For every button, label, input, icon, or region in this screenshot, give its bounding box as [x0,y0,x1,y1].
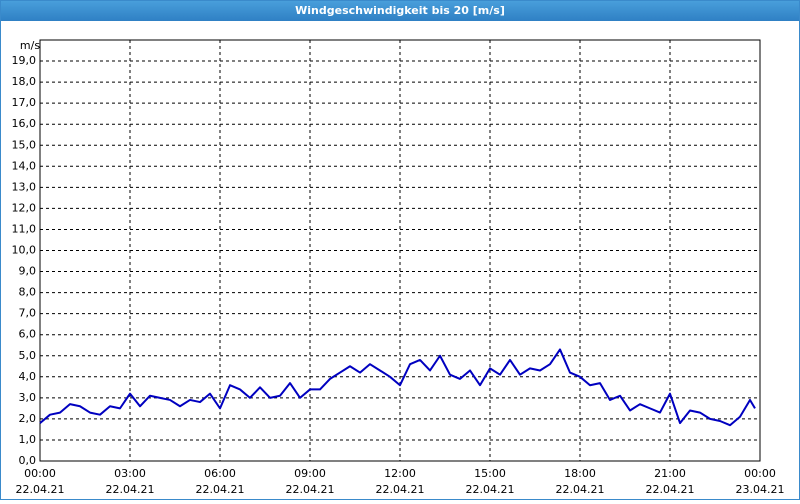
y-tick-label: 6,0 [19,328,37,341]
y-tick-label: 19,0 [12,54,37,67]
x-tick-date: 22.04.21 [466,483,515,496]
x-tick-label: 00:00 [24,467,56,480]
x-tick-label: 12:00 [384,467,416,480]
y-tick-label: 14,0 [12,159,37,172]
y-tick-label: 0,0 [19,454,37,467]
y-tick-label: 5,0 [19,349,37,362]
y-tick-label: 7,0 [19,307,37,320]
x-tick-date: 23.04.21 [736,483,785,496]
y-tick-label: 1,0 [19,433,37,446]
y-tick-label: 3,0 [19,391,37,404]
x-tick-label: 00:00 [744,467,776,480]
x-tick-label: 06:00 [204,467,236,480]
plot-border [39,39,761,462]
x-tick-date: 22.04.21 [286,483,335,496]
x-tick-label: 15:00 [474,467,506,480]
x-tick-label: 18:00 [564,467,596,480]
x-tick-date: 22.04.21 [556,483,605,496]
title-bar [0,0,800,21]
data-line [39,348,756,427]
y-tick-label: 12,0 [12,201,37,214]
y-tick-label: 4,0 [19,370,37,383]
y-tick-label: 9,0 [19,265,37,278]
y-tick-label: 15,0 [12,138,37,151]
y-tick-label: 18,0 [12,75,37,88]
y-axis-label: m/s [20,39,40,52]
y-tick-label: 8,0 [19,286,37,299]
y-tick-label: 13,0 [12,180,37,193]
x-tick-date: 22.04.21 [376,483,425,496]
y-tick-label: 10,0 [12,244,37,257]
x-tick-date: 22.04.21 [106,483,155,496]
x-tick-date: 22.04.21 [16,483,65,496]
y-tick-label: 16,0 [12,117,37,130]
x-tick-label: 21:00 [654,467,686,480]
chart-title: Windgeschwindigkeit bis 20 [m/s] [295,4,505,17]
x-tick-label: 03:00 [114,467,146,480]
x-tick-label: 09:00 [294,467,326,480]
y-tick-label: 11,0 [12,222,37,235]
x-tick-date: 22.04.21 [196,483,245,496]
x-tick-date: 22.04.21 [646,483,695,496]
y-tick-label: 2,0 [19,412,37,425]
y-tick-label: 17,0 [12,96,37,109]
